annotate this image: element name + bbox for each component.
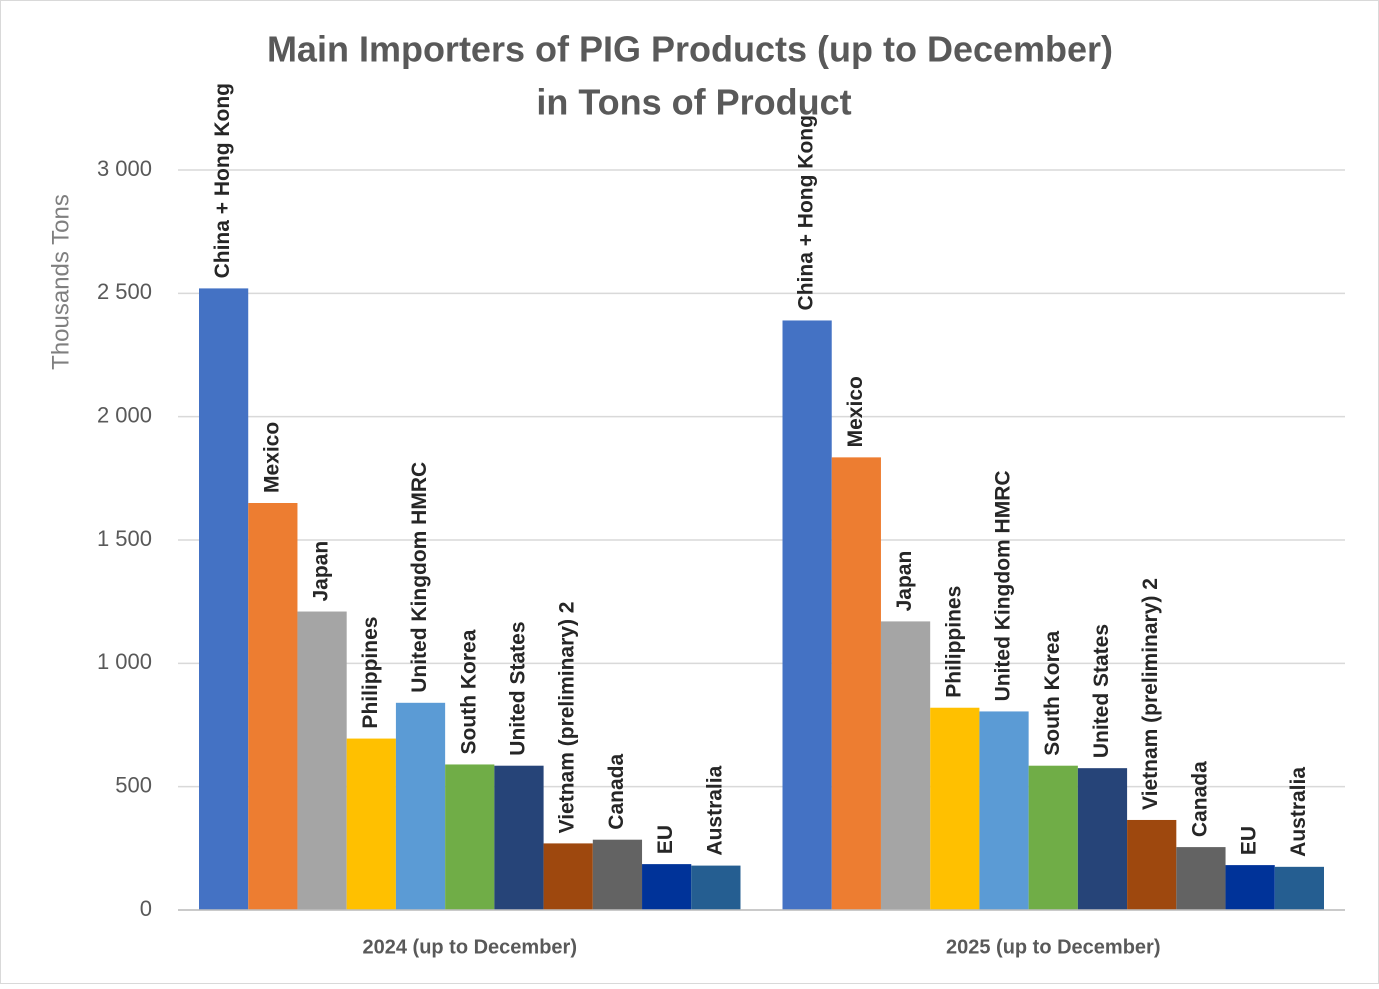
bar (691, 865, 741, 910)
bar (1127, 819, 1177, 910)
bar-label: Australia (1287, 767, 1310, 857)
bar (782, 320, 832, 910)
y-tick-label: 500 (115, 772, 152, 797)
bar-label: EU (1238, 826, 1261, 855)
bar-label: United States (1090, 624, 1113, 758)
x-tick-label: 2024 (up to December) (362, 936, 577, 958)
y-tick-label: 3 000 (97, 156, 152, 181)
bar-label: Japan (310, 541, 333, 602)
bar (248, 503, 298, 910)
y-tick-label: 2 000 (97, 402, 152, 427)
bar (1225, 865, 1275, 910)
bar-label: South Korea (1041, 631, 1064, 756)
bar-label: Vietnam (preliminary) 2 (556, 602, 579, 834)
bar (297, 611, 347, 910)
bar-label: United States (507, 621, 530, 755)
bar-label: Mexico (260, 422, 283, 493)
bar-label: South Korea (457, 629, 480, 754)
y-axis-label: Thousands Tons (47, 194, 74, 370)
bar-label: China + Hong Kong (795, 115, 818, 310)
bar-label: Philippines (942, 586, 965, 698)
bar (346, 738, 396, 910)
bar-label: Philippines (359, 617, 382, 729)
bar (1028, 765, 1078, 910)
bar (1176, 847, 1226, 910)
bar-label: Vietnam (preliminary) 2 (1139, 578, 1162, 810)
y-tick-label: 0 (140, 896, 152, 921)
bar-label: United Kingdom HMRC (992, 470, 1015, 701)
bar (445, 764, 495, 910)
bar (1077, 768, 1128, 910)
chart-subtitle: in Tons of Product (536, 82, 851, 123)
chart-title: Main Importers of PIG Products (up to De… (267, 29, 1113, 70)
bar (1274, 866, 1324, 910)
bar-label: China + Hong Kong (211, 83, 234, 278)
bar-label: Canada (1188, 761, 1211, 837)
bar (592, 839, 643, 910)
bar (979, 711, 1029, 910)
bar (494, 765, 544, 910)
bar-label: Australia (703, 765, 726, 855)
bar-label: EU (654, 825, 677, 854)
bar (199, 288, 249, 910)
bar-label: Canada (605, 754, 628, 830)
bar-label: United Kingdom HMRC (408, 462, 431, 693)
bar (831, 457, 881, 910)
bar (543, 843, 593, 910)
bar-label: Mexico (844, 376, 867, 447)
y-tick-label: 2 500 (97, 279, 152, 304)
bar (930, 707, 980, 910)
bar-label: Japan (893, 551, 916, 612)
bar (642, 864, 692, 910)
y-tick-label: 1 500 (97, 526, 152, 551)
y-tick-label: 1 000 (97, 649, 152, 674)
x-tick-label: 2025 (up to December) (946, 936, 1161, 958)
bar (880, 621, 931, 910)
bar (395, 702, 446, 910)
